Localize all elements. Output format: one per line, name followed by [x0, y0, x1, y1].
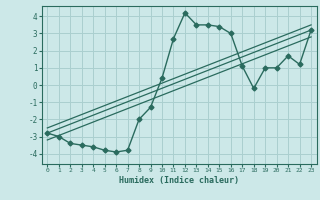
X-axis label: Humidex (Indice chaleur): Humidex (Indice chaleur)	[119, 176, 239, 185]
